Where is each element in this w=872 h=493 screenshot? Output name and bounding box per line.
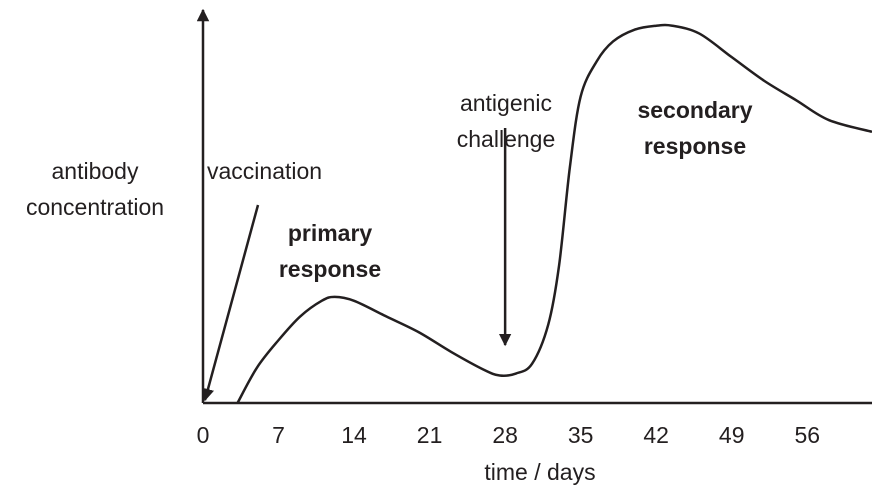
x-tick-label: 49	[719, 422, 745, 448]
antibody-curve	[236, 23, 872, 404]
x-tick-label: 35	[568, 422, 594, 448]
annotation: vaccination	[207, 158, 322, 184]
y-axis-label: concentration	[26, 194, 164, 220]
x-axis-label: time / days	[484, 459, 595, 485]
x-tick-label: 28	[492, 422, 518, 448]
x-tick-label: 0	[197, 422, 210, 448]
annotation: response	[279, 256, 381, 282]
annotation: primary	[288, 220, 373, 246]
annotation: response	[644, 133, 746, 159]
annotation: secondary	[637, 97, 752, 123]
x-tick-label: 7	[272, 422, 285, 448]
x-tick-label: 42	[643, 422, 669, 448]
y-axis-label: antibody	[52, 158, 139, 184]
annotation: antigenic	[460, 90, 552, 116]
x-tick-label: 21	[417, 422, 443, 448]
x-tick-label: 56	[794, 422, 820, 448]
annotation-arrow	[201, 204, 260, 402]
x-tick-label: 14	[341, 422, 367, 448]
